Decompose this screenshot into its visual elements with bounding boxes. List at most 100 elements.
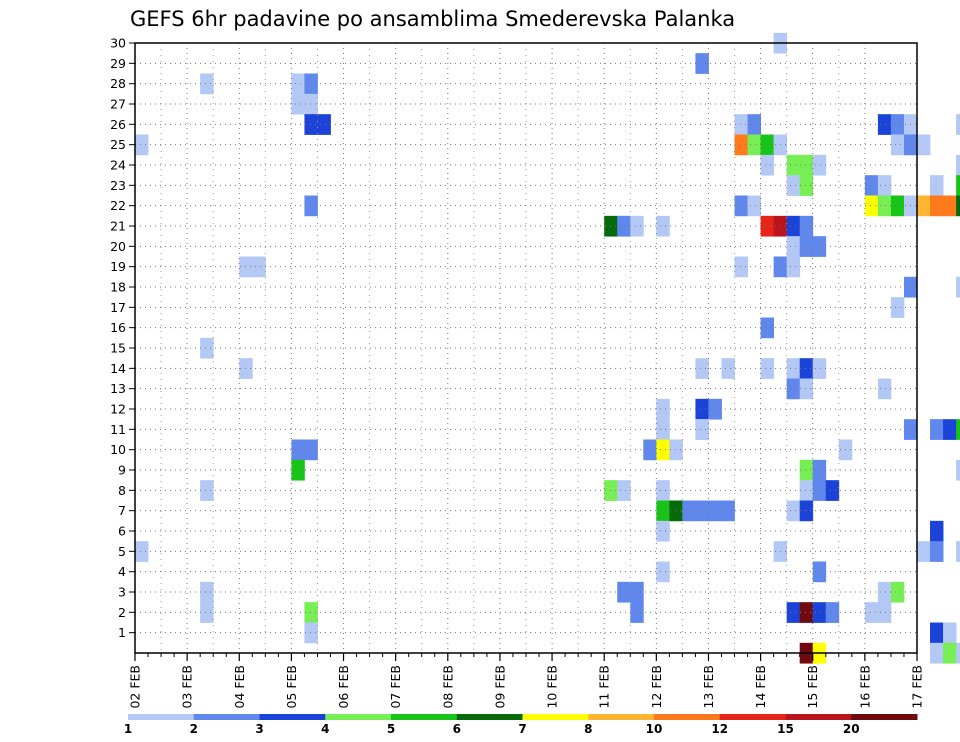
heatmap-cell: [656, 439, 670, 461]
colorbar: 1 2 3 4 5 6 7 8 10 12 15 20: [124, 714, 918, 736]
heatmap-cell: [956, 175, 960, 196]
heatmap-cell: [956, 459, 960, 481]
y-tick-label: 2: [118, 605, 126, 620]
heatmap-cell: [656, 480, 670, 501]
colorbar-segment: [719, 714, 786, 720]
heatmap-cell: [786, 378, 801, 400]
heatmap-cell: [656, 215, 670, 237]
x-tick-label: 10 FEB: [545, 665, 560, 709]
colorbar-label: 6: [453, 722, 461, 736]
heatmap-cell: [799, 358, 814, 379]
heatmap-cell: [930, 642, 944, 664]
heatmap-cell: [200, 337, 214, 359]
y-tick-label: 1: [118, 625, 126, 640]
grid: [135, 42, 917, 653]
heatmap-cell: [917, 541, 931, 562]
heatmap-cell: [617, 581, 631, 603]
x-tick-label: 16 FEB: [857, 665, 872, 709]
heatmap-cell: [630, 602, 644, 623]
x-tick-label: 13 FEB: [701, 665, 716, 709]
heatmap-cell: [890, 134, 905, 156]
heatmap-cell: [656, 500, 670, 522]
heatmap-cell: [695, 419, 709, 440]
heatmap-cell: [930, 195, 944, 217]
y-tick-label: 15: [110, 341, 126, 356]
heatmap-cell: [786, 154, 801, 176]
colorbar-segment: [193, 714, 260, 720]
x-tick-label: 12 FEB: [649, 665, 664, 709]
heatmap-cell: [917, 195, 931, 217]
heatmap-cell: [890, 114, 905, 135]
colorbar-label: 7: [518, 722, 526, 736]
heatmap-cell: [695, 358, 709, 379]
heatmap-cell: [734, 114, 748, 135]
heatmap-cell: [864, 195, 879, 217]
heatmap-cell: [825, 480, 840, 501]
heatmap-cell: [812, 480, 827, 501]
y-tick-label: 29: [110, 56, 126, 71]
heatmap-cell: [304, 114, 318, 135]
heatmap-cell: [799, 175, 814, 196]
heatmap-cell: [200, 602, 214, 623]
y-tick-label: 10: [110, 442, 126, 457]
heatmap-cell: [943, 622, 957, 644]
y-tick-label: 28: [110, 76, 126, 91]
y-tick-label: 30: [110, 36, 126, 51]
y-tick-label: 5: [118, 544, 126, 559]
heatmap-cell: [617, 480, 631, 501]
heatmap-cell: [864, 602, 879, 623]
heatmap-cell: [252, 256, 266, 278]
y-tick-label: 19: [110, 259, 126, 274]
heatmap-cell: [877, 378, 892, 400]
y-tick-label: 8: [118, 483, 126, 498]
x-axis: 02 FEB 03 FEB 04 FEB 05 FEB 06 FEB 07 FEB 08 F…: [128, 653, 925, 709]
heatmap-cell: [304, 439, 318, 461]
heatmap-cell: [812, 561, 827, 583]
heatmap-cell: [200, 480, 214, 501]
heatmap-cell: [734, 134, 748, 156]
y-tick-label: 7: [118, 503, 126, 518]
heatmap-cell: [956, 154, 960, 176]
heatmap-cell: [799, 236, 814, 257]
heatmap-cell: [890, 581, 905, 603]
heatmap-cell: [799, 378, 814, 400]
colorbar-segment: [522, 714, 589, 720]
heatmap-cell: [695, 500, 709, 522]
heatmap-cell: [630, 215, 644, 237]
colorbar-segment: [654, 714, 721, 720]
heatmap-cell: [135, 541, 149, 562]
heatmap-cell: [943, 195, 957, 217]
y-tick-label: 6: [118, 524, 126, 539]
y-tick-label: 9: [118, 463, 126, 478]
colorbar-label: 4: [321, 722, 329, 736]
colorbar-segment: [456, 714, 523, 720]
heatmap-cell: [617, 215, 631, 237]
heatmap-cell: [669, 500, 683, 522]
heatmap-cell: [747, 195, 761, 217]
heatmap-cells: [135, 32, 960, 664]
heatmap-cell: [812, 236, 827, 257]
y-tick-label: 14: [110, 361, 126, 376]
heatmap-cell: [291, 459, 305, 481]
colorbar-label: 2: [190, 722, 198, 736]
colorbar-label: 5: [387, 722, 395, 736]
heatmap-cell: [812, 154, 827, 176]
heatmap-cell: [786, 602, 801, 623]
heatmap-cell: [747, 114, 761, 135]
chart-title: GEFS 6hr padavine po ansamblima Smederev…: [130, 7, 735, 31]
heatmap-cell: [877, 581, 892, 603]
y-tick-label: 24: [110, 158, 126, 173]
colorbar-label: 20: [843, 722, 860, 736]
heatmap-cell: [734, 256, 748, 278]
colorbar-label: 12: [711, 722, 728, 736]
heatmap-cell: [930, 419, 944, 440]
heatmap-cell: [304, 195, 318, 217]
heatmap-cell: [200, 581, 214, 603]
heatmap-cell: [656, 419, 670, 440]
heatmap-cell: [956, 419, 960, 440]
heatmap-cell: [943, 642, 957, 664]
y-tick-label: 12: [110, 402, 126, 417]
heatmap-cell: [930, 520, 944, 542]
heatmap-cell: [760, 215, 775, 237]
